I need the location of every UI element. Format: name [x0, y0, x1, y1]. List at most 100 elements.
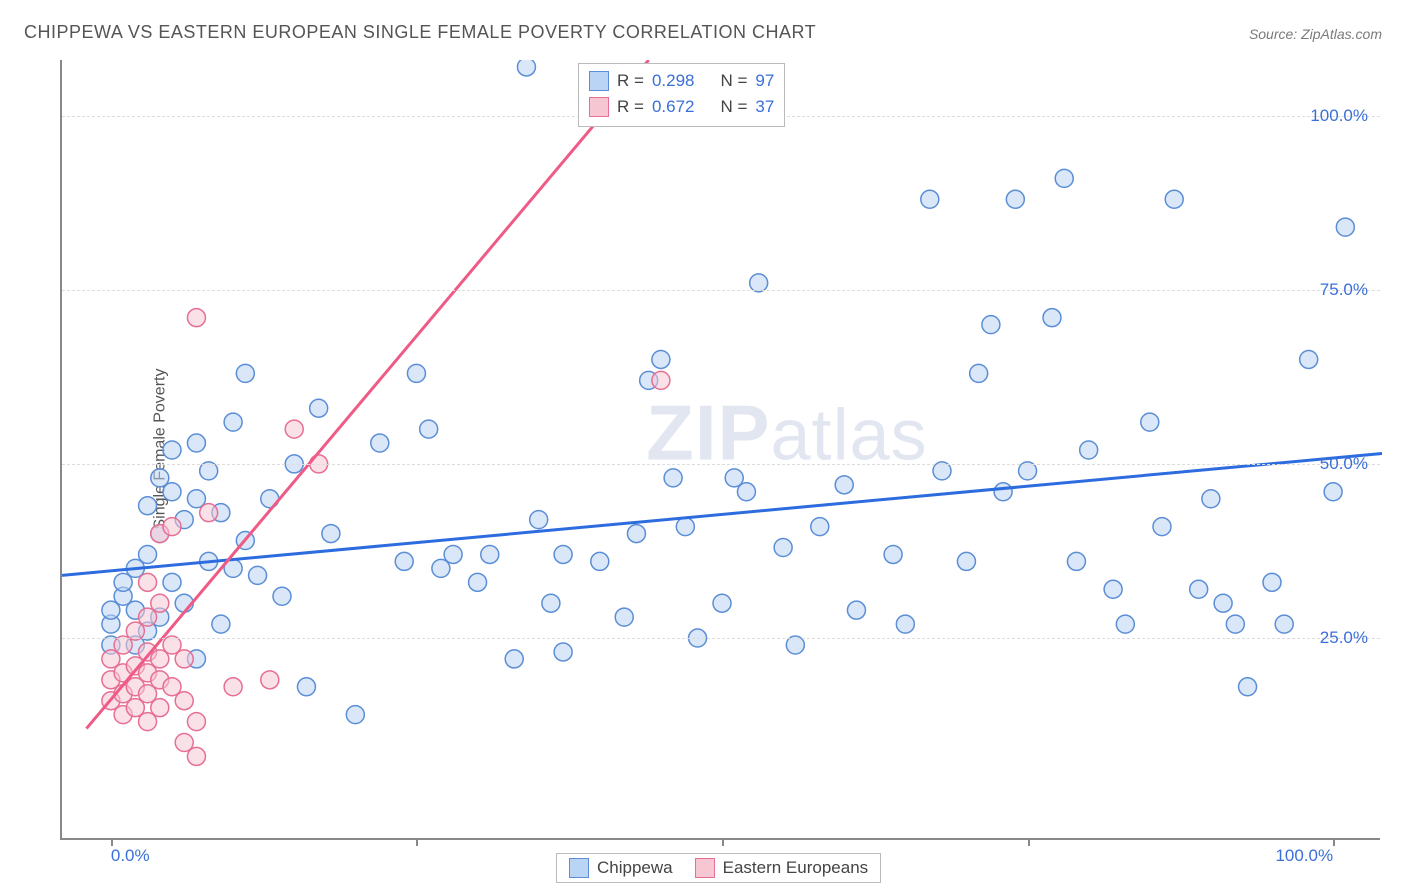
stat-n-value: 37: [755, 94, 774, 120]
regression-line: [62, 453, 1382, 575]
data-point: [591, 552, 609, 570]
legend-label: Chippewa: [597, 858, 673, 878]
gridline: [62, 290, 1380, 291]
data-point: [346, 706, 364, 724]
data-point: [481, 545, 499, 563]
data-point: [151, 699, 169, 717]
legend-swatch: [695, 858, 715, 878]
data-point: [139, 497, 157, 515]
data-point: [297, 678, 315, 696]
data-point: [542, 594, 560, 612]
stat-r-label: R =: [617, 94, 644, 120]
data-point: [1263, 573, 1281, 591]
data-point: [1300, 350, 1318, 368]
regression-line: [86, 60, 648, 729]
y-tick-label: 50.0%: [1320, 454, 1368, 474]
data-point: [554, 545, 572, 563]
data-point: [1080, 441, 1098, 459]
data-point: [921, 190, 939, 208]
data-point: [1043, 309, 1061, 327]
data-point: [957, 552, 975, 570]
data-point: [664, 469, 682, 487]
data-point: [505, 650, 523, 668]
chart-title: CHIPPEWA VS EASTERN EUROPEAN SINGLE FEMA…: [24, 22, 816, 43]
data-point: [139, 573, 157, 591]
legend-swatch: [589, 71, 609, 91]
data-point: [847, 601, 865, 619]
data-point: [982, 316, 1000, 334]
data-point: [175, 692, 193, 710]
data-point: [1275, 615, 1293, 633]
data-point: [469, 573, 487, 591]
data-point: [713, 594, 731, 612]
data-point: [261, 671, 279, 689]
stats-row: R =0.298N =97: [589, 68, 774, 94]
x-tick-label: 100.0%: [1275, 846, 1333, 866]
stats-legend-box: R =0.298N =97R =0.672N =37: [578, 63, 785, 127]
data-point: [224, 678, 242, 696]
data-point: [1006, 190, 1024, 208]
stat-r-label: R =: [617, 68, 644, 94]
data-point: [627, 525, 645, 543]
data-point: [1104, 580, 1122, 598]
stat-n-label: N =: [720, 94, 747, 120]
data-point: [212, 615, 230, 633]
data-point: [444, 545, 462, 563]
stat-n-label: N =: [720, 68, 747, 94]
data-point: [1165, 190, 1183, 208]
data-point: [1226, 615, 1244, 633]
data-point: [835, 476, 853, 494]
legend-item: Eastern Europeans: [695, 858, 869, 878]
legend-label: Eastern Europeans: [723, 858, 869, 878]
data-point: [1336, 218, 1354, 236]
data-point: [1153, 518, 1171, 536]
data-point: [811, 518, 829, 536]
data-point: [884, 545, 902, 563]
y-tick-label: 100.0%: [1310, 106, 1368, 126]
legend-swatch: [569, 858, 589, 878]
data-point: [236, 364, 254, 382]
data-point: [1055, 169, 1073, 187]
data-point: [163, 573, 181, 591]
data-point: [371, 434, 389, 452]
data-point: [420, 420, 438, 438]
data-point: [285, 420, 303, 438]
source-attribution: Source: ZipAtlas.com: [1249, 26, 1382, 42]
stat-n-value: 97: [755, 68, 774, 94]
data-point: [774, 539, 792, 557]
x-tick: [416, 838, 418, 846]
plot-svg: [62, 60, 1382, 840]
data-point: [187, 434, 205, 452]
data-point: [249, 566, 267, 584]
data-point: [676, 518, 694, 536]
data-point: [163, 483, 181, 501]
legend-swatch: [589, 97, 609, 117]
data-point: [994, 483, 1012, 501]
data-point: [200, 504, 218, 522]
stats-row: R =0.672N =37: [589, 94, 774, 120]
plot-area: Single Female Poverty ZIPatlas 25.0%50.0…: [60, 60, 1380, 840]
x-tick: [722, 838, 724, 846]
data-point: [322, 525, 340, 543]
data-point: [1116, 615, 1134, 633]
data-point: [151, 594, 169, 612]
data-point: [407, 364, 425, 382]
data-point: [615, 608, 633, 626]
data-point: [1202, 490, 1220, 508]
data-point: [554, 643, 572, 661]
x-tick: [1028, 838, 1030, 846]
data-point: [224, 413, 242, 431]
data-point: [1190, 580, 1208, 598]
data-point: [530, 511, 548, 529]
data-point: [517, 60, 535, 76]
data-point: [652, 371, 670, 389]
gridline: [62, 464, 1380, 465]
y-tick-label: 75.0%: [1320, 280, 1368, 300]
gridline: [62, 638, 1380, 639]
data-point: [187, 309, 205, 327]
legend-item: Chippewa: [569, 858, 673, 878]
x-tick-label: 0.0%: [111, 846, 150, 866]
data-point: [187, 713, 205, 731]
data-point: [163, 441, 181, 459]
data-point: [163, 518, 181, 536]
